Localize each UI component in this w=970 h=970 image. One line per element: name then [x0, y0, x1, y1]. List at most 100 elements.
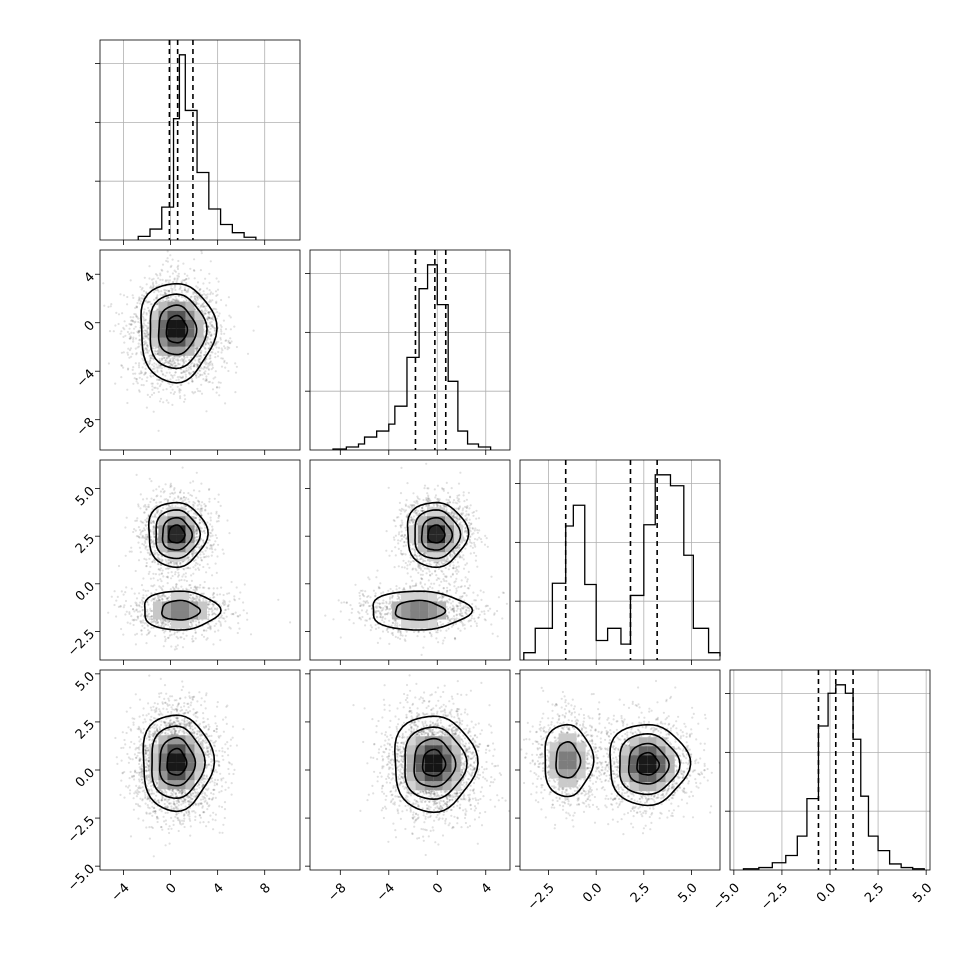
panel-frame — [99, 39, 301, 241]
scatter-point — [196, 508, 200, 511]
scatter-point — [182, 499, 185, 502]
scatter-point — [137, 535, 141, 539]
scatter-point — [164, 623, 167, 626]
scatter-point — [142, 337, 145, 340]
scatter-point — [198, 296, 201, 299]
scatter-point — [148, 477, 151, 480]
scatter-point — [156, 353, 159, 356]
scatter-point — [191, 552, 194, 556]
scatter-point — [169, 560, 172, 564]
scatter-point — [180, 296, 184, 299]
density-cell — [176, 328, 186, 338]
scatter-point — [200, 507, 203, 510]
density-cell — [171, 592, 180, 602]
scatter-point — [135, 378, 138, 381]
scatter-point — [219, 624, 222, 627]
scatter-point — [204, 296, 207, 299]
scatter-point — [123, 328, 126, 331]
scatter-point — [146, 330, 149, 333]
scatter-point — [145, 312, 148, 315]
scatter-point — [199, 526, 202, 529]
scatter-point — [135, 604, 138, 607]
scatter-point — [147, 301, 150, 304]
scatter-point — [132, 366, 135, 369]
scatter-point — [144, 371, 147, 374]
scatter-point — [236, 631, 239, 635]
scatter-point — [156, 510, 160, 513]
scatter-point — [194, 631, 197, 634]
scatter-point — [204, 379, 207, 382]
scatter-point — [167, 504, 170, 508]
scatter-point — [161, 572, 164, 575]
scatter-point — [176, 278, 179, 281]
scatter-point — [207, 623, 210, 626]
scatter-point — [207, 626, 210, 630]
scatter-point — [185, 300, 188, 303]
scatter-point — [147, 309, 150, 313]
scatter-point — [192, 291, 195, 294]
scatter-point — [165, 388, 168, 391]
scatter-point — [214, 548, 217, 551]
scatter-point — [199, 306, 202, 309]
scatter-point — [211, 534, 214, 537]
scatter-point — [159, 383, 162, 386]
density-cell — [171, 619, 180, 629]
scatter-point — [202, 290, 205, 293]
scatter-point — [212, 587, 215, 590]
scatter-point — [152, 558, 156, 561]
density-cell — [176, 310, 186, 320]
scatter-point — [195, 595, 198, 598]
scatter-point — [144, 535, 147, 539]
scatter-point — [243, 583, 246, 586]
scatter-point — [149, 577, 152, 580]
scatter-point — [192, 365, 195, 368]
scatter-point — [224, 366, 227, 369]
scatter-point — [158, 385, 161, 388]
scatter-point — [171, 289, 174, 292]
scatter-point — [208, 531, 211, 534]
scatter-point — [149, 359, 152, 363]
scatter-point — [143, 626, 146, 630]
scatter-point — [203, 366, 206, 369]
scatter-point — [135, 609, 138, 612]
scatter-point — [228, 600, 231, 603]
scatter-point — [197, 355, 200, 358]
scatter-point — [208, 321, 212, 324]
scatter-point — [146, 505, 149, 508]
scatter-point — [137, 329, 140, 332]
scatter-point — [196, 597, 199, 600]
scatter-point — [146, 327, 149, 330]
scatter-point — [211, 362, 214, 365]
scatter-point — [183, 289, 186, 292]
scatter-point — [152, 520, 155, 523]
scatter-point — [151, 545, 154, 548]
scatter-point — [207, 367, 210, 370]
scatter-point — [226, 605, 229, 608]
scatter-point — [135, 377, 138, 381]
scatter-point — [177, 571, 180, 574]
scatter-point — [194, 586, 197, 589]
scatter-point — [203, 586, 206, 589]
scatter-point — [176, 385, 179, 388]
x-tick-label: 2.5 — [862, 881, 887, 906]
scatter-point — [210, 333, 213, 336]
scatter-point — [217, 493, 220, 496]
scatter-point — [191, 599, 194, 602]
scatter-point — [161, 299, 164, 302]
scatter-point — [143, 329, 147, 332]
scatter-point — [153, 561, 156, 564]
panel-frame — [519, 459, 721, 661]
scatter-point — [139, 493, 142, 496]
scatter-point — [168, 299, 171, 302]
scatter-point — [189, 481, 192, 484]
scatter-point — [151, 609, 154, 613]
scatter-point — [208, 539, 211, 542]
scatter-point — [161, 263, 165, 266]
scatter-point — [134, 643, 137, 646]
scatter-point — [169, 561, 172, 564]
scatter-point — [198, 369, 201, 372]
scatter-point — [161, 506, 165, 510]
scatter-point — [166, 361, 169, 364]
scatter-point — [185, 291, 188, 294]
scatter-point — [156, 289, 160, 292]
